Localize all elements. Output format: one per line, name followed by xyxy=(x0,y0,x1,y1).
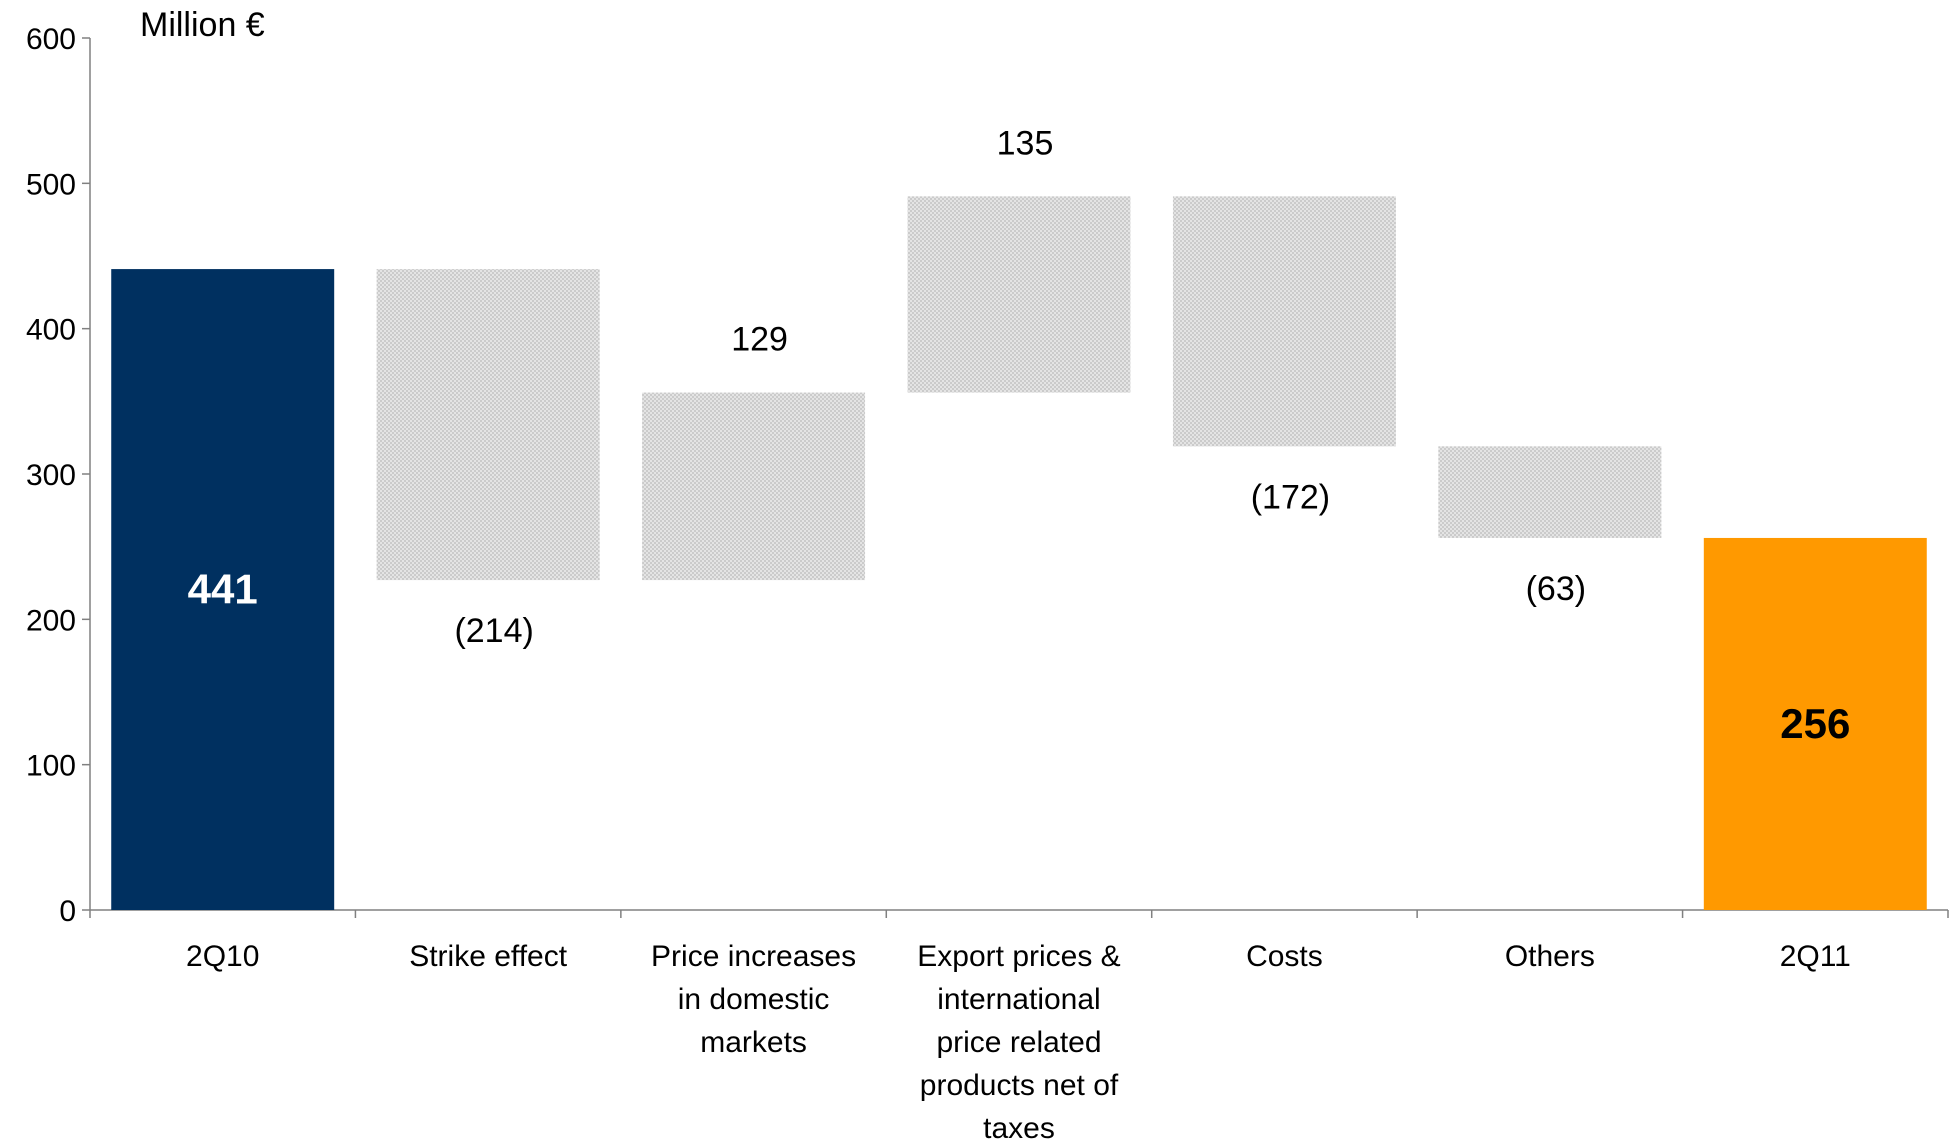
category-label-2: in domestic xyxy=(678,983,830,1016)
bar-1 xyxy=(376,269,600,581)
category-label-6: 2Q11 xyxy=(1780,940,1851,973)
category-label-0: 2Q10 xyxy=(186,940,259,973)
category-label-3: international xyxy=(937,983,1100,1016)
category-label-3: taxes xyxy=(983,1112,1055,1140)
bars xyxy=(111,196,1927,911)
category-label-2: Price increases xyxy=(651,940,856,973)
category-label-3: products net of xyxy=(920,1069,1119,1102)
category-label-3: price related xyxy=(936,1026,1101,1059)
data-labels: 441 (214) 129 135 (172) (63) 256 xyxy=(188,124,1851,747)
data-label-6: 256 xyxy=(1780,700,1850,747)
data-label-4: (172) xyxy=(1251,478,1330,516)
y-tick-label: 100 xyxy=(26,750,76,783)
y-tick-label: 400 xyxy=(26,314,76,347)
y-tick-label: 0 xyxy=(59,895,76,928)
data-label-1: (214) xyxy=(454,612,533,650)
y-tick-label: 200 xyxy=(26,604,76,637)
data-label-2: 129 xyxy=(731,321,788,359)
category-label-5: Others xyxy=(1505,940,1595,973)
bar-5 xyxy=(1438,446,1662,538)
bar-2 xyxy=(642,392,866,581)
category-label-4: Costs xyxy=(1246,940,1323,973)
category-labels: 2Q10 Strike effect Price increases in domes… xyxy=(186,940,1851,1140)
unit-label: Million € xyxy=(140,6,265,44)
data-label-0: 441 xyxy=(188,566,258,613)
category-label-1: Strike effect xyxy=(409,940,568,973)
bar-3 xyxy=(907,196,1131,393)
y-tick-label: 600 xyxy=(26,23,76,56)
bar-4 xyxy=(1172,196,1396,447)
y-tick-label: 300 xyxy=(26,459,76,492)
data-label-5: (63) xyxy=(1526,570,1586,608)
category-label-2: markets xyxy=(700,1026,807,1059)
data-label-3: 135 xyxy=(997,124,1054,162)
axes: 0 100 200 300 400 500 600 xyxy=(26,23,1949,928)
bar-0 xyxy=(111,269,335,911)
bar-6 xyxy=(1703,537,1927,910)
category-label-3: Export prices & xyxy=(917,940,1120,973)
y-tick-label: 500 xyxy=(26,168,76,201)
